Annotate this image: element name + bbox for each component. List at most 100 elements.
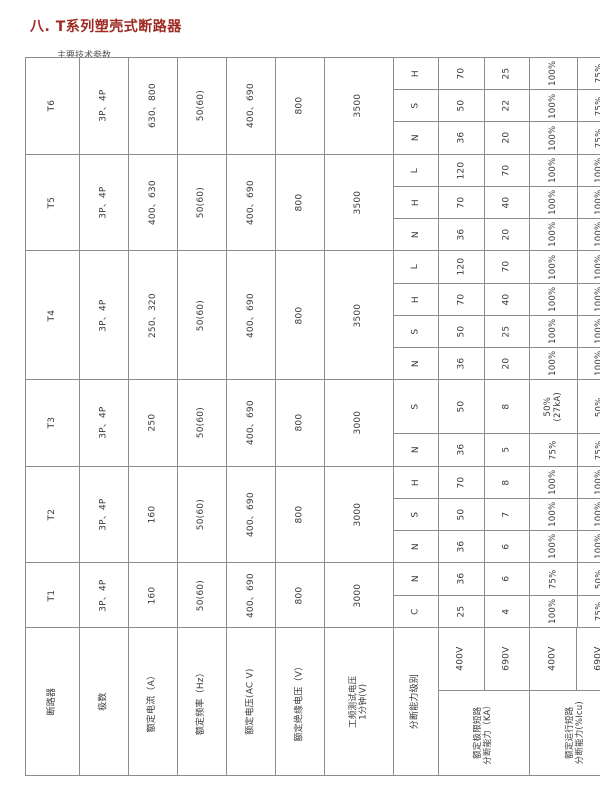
cell-icu-400-text: 70 [455,293,466,306]
cell-rated-frequency-text: 50(60) [196,299,207,331]
cell-icu-400: 36 [438,433,485,467]
cell-ics-690: 100% [577,185,600,220]
label-service-690v: 690V [575,628,600,690]
cell-class-code: S [393,89,439,123]
cell-class-code-text: N [410,134,421,142]
cell-ics-400: 100% [529,121,578,155]
label-rated-frequency-text: 额定频率（Hz） [196,667,207,736]
cell-class-code: H [393,465,439,499]
cell-rated-voltage-text: 400、690 [245,83,256,129]
label-service-breaking-group: 400V 690V 额定运行短路 分断能力(%Icu) [529,627,600,776]
cell-rated-current-text: 250 [147,414,158,432]
cell-series-name: T3 [25,379,80,467]
cell-ics-400: 100% [529,89,578,123]
label-ultimate-690v-text: 690V [501,646,512,671]
cell-ics-690-text: 75% [594,440,600,460]
cell-rated-voltage: 400、690 [226,153,276,252]
spec-table-body: T6 3P、4P 630、800 50(60) 400、690 800 3500 H 70 25 1… [25,56,600,776]
cell-poles-text: 3P、4P [98,406,109,440]
table-label-row: 断路器 极数 额定电流（A） 额定频率（Hz） 额定电压(AC V) 额定绝缘电压（V） 工… [25,627,600,776]
cell-ics-400: 100% [529,497,578,532]
label-service-breaking-text: 额定运行短路 分断能力(%Icu) [565,701,585,765]
cell-ics-690-text: 75% [594,601,600,622]
cell-rated-frequency: 50(60) [177,57,227,155]
cell-ics-690-text: 50% [594,397,600,417]
table-row: N 36 20 100% 100% [26,218,600,252]
label-service-400v-text: 400V [547,646,558,671]
cell-icu-400: 36 [438,121,485,155]
cell-ics-690: 100% [577,497,600,532]
cell-ics-690: 100% [577,282,600,316]
cell-rated-voltage: 400、690 [226,57,276,155]
cell-ics-690-text: 100% [594,501,600,528]
cell-series-name-text: T5 [46,196,57,209]
cell-icu-400: 50 [438,314,485,349]
cell-ics-400-text: 100% [548,598,559,624]
cell-icu-400: 36 [438,347,485,381]
cell-ics-690: 100% [577,218,600,252]
cell-icu-690-text: 25 [501,325,512,338]
cell-icu-690: 5 [484,433,530,467]
table-row: S 50 22 100% 75% [26,89,600,123]
label-service-400v: 400V [530,628,576,690]
cell-test-voltage-text: 3500 [353,93,364,118]
cell-rated-voltage-text: 400、690 [245,492,256,537]
cell-test-voltage: 3000 [324,379,394,467]
cell-ics-400: 100% [529,594,578,629]
cell-ics-690-text: 100% [594,469,600,495]
cell-poles: 3P、4P [79,465,129,564]
cell-icu-400-text: 50 [455,99,466,112]
label-breaking-class: 分断能力级别 [393,627,439,776]
cell-class-code: S [393,497,439,532]
cell-icu-400: 50 [438,379,485,435]
cell-class-code-text: S [410,403,421,410]
cell-ics-690-text: 100% [594,534,600,560]
cell-ics-400-text: 100% [548,189,559,216]
spec-table-container: T6 3P、4P 630、800 50(60) 400、690 800 3500 H 70 25 1… [25,56,600,776]
cell-ics-400-text: 50% (27kA) [542,392,563,422]
cell-class-code: H [393,56,439,91]
cell-rated-voltage-text: 400、690 [245,292,256,338]
cell-rated-voltage: 400、690 [226,465,276,564]
cell-ics-400-text: 100% [548,254,559,280]
cell-icu-400: 50 [438,89,485,123]
cell-series-name: T2 [25,465,80,564]
label-test-voltage-text: 工频测试电压 1分钟(V) [348,675,368,728]
cell-insulation-voltage: 800 [275,153,325,252]
cell-class-code-text: N [410,360,421,368]
cell-icu-400: 70 [438,56,485,91]
label-insulation-voltage-text: 额定绝缘电压（V） [294,661,305,742]
cell-icu-690: 6 [484,530,530,564]
cell-ics-400: 75% [529,562,578,596]
cell-rated-voltage: 400、690 [226,250,276,381]
cell-poles-text: 3P、4P [98,89,109,122]
cell-class-code-text: H [410,478,421,486]
table-row: T5 3P、4P 400、630 50(60) 400、690 800 3500 L 120 70… [25,153,600,252]
label-breaking-class-text: 分断能力级别 [410,673,421,730]
table-row: T4 3P、4P 250、320 50(60) 400、690 800 3500 L 120 70… [25,250,600,381]
table-row: S 50 25 100% 100% [26,314,600,349]
cell-icu-690-text: 8 [501,403,512,410]
cell-icu-400: 70 [438,465,485,499]
cell-icu-690-text: 40 [501,293,512,306]
cell-icu-690-text: 20 [501,228,512,241]
cell-ics-690-text: 50% [594,569,600,589]
cell-ics-400-text: 100% [548,351,559,377]
breaker-spec-table: T6 3P、4P 630、800 50(60) 400、690 800 3500 H 70 25 1… [25,56,600,776]
cell-ics-400: 100% [529,56,578,91]
cell-icu-690: 40 [484,185,530,220]
cell-icu-400-text: 36 [455,228,466,241]
cell-icu-400-text: 50 [455,325,466,338]
cell-series-name-text: T6 [46,100,57,112]
cell-icu-690: 8 [484,465,530,499]
cell-icu-400: 25 [438,594,485,629]
cell-class-code-text: N [410,575,421,583]
page-title: 八. T系列塑壳式断路器 [30,19,182,35]
cell-icu-690-text: 20 [501,357,512,370]
cell-icu-690: 20 [484,121,530,155]
cell-rated-voltage-text: 400、690 [245,400,256,446]
cell-ics-400: 100% [529,185,578,220]
cell-test-voltage-text: 3500 [353,190,364,215]
cell-test-voltage: 3500 [324,57,394,155]
cell-icu-400-text: 36 [455,540,466,553]
